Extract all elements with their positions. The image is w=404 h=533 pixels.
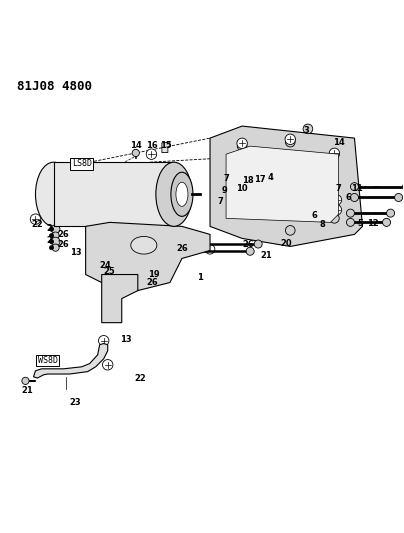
Text: 26: 26	[58, 230, 69, 238]
Text: 2: 2	[46, 224, 53, 233]
Circle shape	[146, 149, 157, 159]
Circle shape	[52, 244, 59, 251]
Polygon shape	[226, 146, 339, 222]
Text: 22: 22	[32, 220, 43, 229]
Circle shape	[51, 237, 60, 246]
Circle shape	[330, 214, 339, 223]
Ellipse shape	[156, 162, 192, 227]
Text: 24: 24	[100, 261, 112, 270]
Text: 26: 26	[242, 239, 254, 248]
Text: 17: 17	[255, 174, 266, 183]
Text: 12: 12	[367, 219, 379, 228]
Circle shape	[387, 209, 395, 217]
Text: 5: 5	[358, 219, 364, 228]
Text: 21: 21	[21, 386, 34, 395]
Text: 8: 8	[320, 220, 325, 229]
Circle shape	[347, 209, 354, 217]
Circle shape	[254, 240, 262, 248]
Text: 2: 2	[46, 236, 53, 245]
Text: 10: 10	[236, 184, 248, 193]
Circle shape	[22, 377, 29, 384]
Circle shape	[403, 183, 404, 191]
Circle shape	[350, 193, 358, 201]
Text: 26: 26	[58, 240, 69, 249]
Ellipse shape	[36, 162, 72, 227]
Polygon shape	[54, 162, 174, 227]
Text: 7: 7	[223, 174, 229, 183]
Polygon shape	[86, 222, 210, 290]
Text: 25: 25	[104, 267, 116, 276]
Circle shape	[347, 219, 354, 227]
Ellipse shape	[131, 237, 157, 254]
Text: 7: 7	[336, 184, 341, 193]
Circle shape	[149, 245, 159, 254]
Circle shape	[237, 138, 247, 149]
Circle shape	[181, 245, 191, 254]
Circle shape	[50, 233, 54, 238]
Ellipse shape	[176, 182, 188, 206]
Text: 26: 26	[176, 244, 188, 253]
Text: 81J08 4800: 81J08 4800	[17, 80, 93, 93]
Polygon shape	[34, 344, 108, 378]
Text: LS8D: LS8D	[72, 159, 92, 168]
Text: 19: 19	[148, 270, 160, 279]
Text: 22: 22	[134, 374, 146, 383]
Text: 16: 16	[146, 141, 158, 150]
Text: 20: 20	[280, 239, 292, 248]
Text: 1: 1	[197, 273, 203, 282]
Polygon shape	[210, 126, 362, 246]
Text: 6: 6	[311, 212, 317, 221]
Circle shape	[331, 205, 342, 215]
Circle shape	[246, 247, 254, 255]
Text: 23: 23	[70, 398, 82, 407]
Circle shape	[174, 240, 182, 248]
Circle shape	[330, 149, 339, 159]
Text: 9: 9	[221, 186, 227, 195]
Circle shape	[350, 183, 358, 191]
Polygon shape	[162, 142, 170, 152]
Circle shape	[50, 227, 54, 231]
Circle shape	[205, 245, 215, 254]
Circle shape	[50, 240, 54, 244]
Circle shape	[99, 335, 109, 346]
Circle shape	[237, 141, 247, 151]
Circle shape	[329, 148, 340, 159]
Circle shape	[383, 219, 391, 227]
Circle shape	[331, 195, 342, 205]
Text: 26: 26	[146, 278, 158, 287]
Circle shape	[50, 246, 54, 249]
Circle shape	[103, 360, 113, 370]
Circle shape	[395, 193, 403, 201]
Polygon shape	[102, 274, 138, 322]
Text: 15: 15	[160, 141, 172, 150]
Circle shape	[286, 138, 295, 147]
Text: 4: 4	[267, 173, 273, 182]
Text: 11: 11	[351, 184, 362, 193]
Circle shape	[51, 225, 60, 233]
Circle shape	[132, 149, 139, 157]
Circle shape	[30, 214, 41, 224]
Circle shape	[303, 124, 313, 134]
Text: 18: 18	[242, 176, 254, 185]
Ellipse shape	[171, 172, 193, 216]
Text: 6: 6	[345, 192, 351, 201]
Circle shape	[285, 134, 295, 144]
Text: WS8D: WS8D	[38, 356, 57, 365]
Circle shape	[286, 225, 295, 235]
Text: 14: 14	[332, 138, 344, 147]
Text: 14: 14	[130, 141, 142, 150]
Text: 13: 13	[120, 335, 132, 344]
Text: 21: 21	[260, 251, 272, 260]
Text: 13: 13	[70, 248, 82, 257]
Text: 3: 3	[303, 126, 309, 135]
Circle shape	[52, 232, 59, 239]
Circle shape	[330, 201, 339, 211]
Circle shape	[150, 247, 158, 255]
Text: 7: 7	[217, 197, 223, 206]
